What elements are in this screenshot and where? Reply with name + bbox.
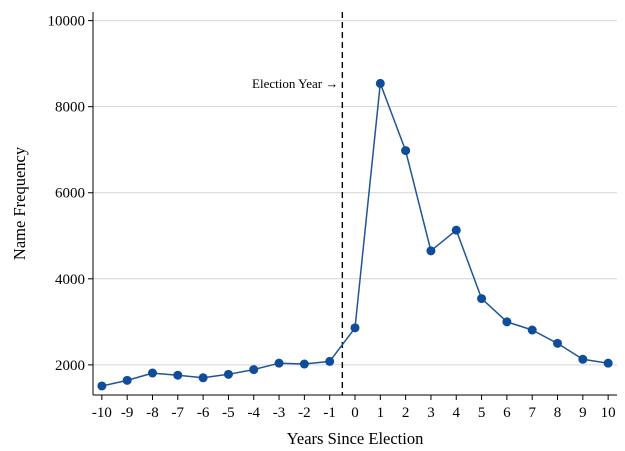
x-tick-label: -7 xyxy=(172,405,185,421)
data-point xyxy=(249,365,259,375)
x-tick-label: 1 xyxy=(377,405,385,421)
data-points xyxy=(97,78,613,391)
data-point xyxy=(375,78,385,88)
data-point xyxy=(350,323,360,333)
x-tick-label: -4 xyxy=(247,405,260,421)
data-point xyxy=(401,146,411,156)
data-point xyxy=(502,317,512,327)
y-tick-label: 8000 xyxy=(55,100,85,116)
x-tick-label: -10 xyxy=(92,405,112,421)
x-axis-label: Years Since Election xyxy=(287,429,424,448)
data-point xyxy=(223,369,233,379)
x-tick-label: -5 xyxy=(222,405,235,421)
x-tick-label: 0 xyxy=(351,405,359,421)
series-line-path xyxy=(101,82,609,387)
x-tick-label: -3 xyxy=(273,405,286,421)
data-point xyxy=(122,375,132,385)
data-point xyxy=(477,294,487,304)
x-tick-label: -9 xyxy=(121,405,134,421)
x-tick-label: 8 xyxy=(554,405,562,421)
y-axis-label: Name Frequency xyxy=(10,146,29,260)
data-point xyxy=(173,370,183,380)
x-tick-label: 4 xyxy=(453,405,461,421)
x-tick-label: -1 xyxy=(323,405,336,421)
x-tick-label: -2 xyxy=(298,405,311,421)
data-point xyxy=(426,246,436,256)
data-point xyxy=(147,368,157,378)
data-point xyxy=(274,358,284,368)
data-point xyxy=(527,325,537,335)
data-point xyxy=(578,354,588,364)
data-point xyxy=(198,373,208,383)
x-tick-labels: -10 -9 -8 -7 -6 -5 -4 -3 -2 -1 0 1 2 3 4 5 6 7 8 9 10 xyxy=(92,405,616,421)
y-tick-label: 2000 xyxy=(55,358,85,374)
x-tick-label: -6 xyxy=(197,405,210,421)
x-tick-label: 9 xyxy=(579,405,587,421)
data-point xyxy=(603,358,613,368)
data-point xyxy=(325,356,335,366)
axes xyxy=(88,12,617,400)
gridlines xyxy=(93,20,617,366)
x-tick-label: 10 xyxy=(601,405,616,421)
x-tick-label: -8 xyxy=(146,405,159,421)
series-line xyxy=(101,82,609,387)
election-year-annotation: Election Year → xyxy=(252,76,338,91)
data-point xyxy=(299,359,309,369)
x-tick-label: 6 xyxy=(503,405,511,421)
y-tick-labels: 2000 4000 6000 8000 10000 xyxy=(48,14,86,374)
y-tick-label: 10000 xyxy=(48,14,86,30)
data-point xyxy=(553,338,563,348)
x-tick-label: 2 xyxy=(402,405,410,421)
data-point xyxy=(451,225,461,235)
x-tick-label: 7 xyxy=(528,405,536,421)
data-point xyxy=(97,381,107,391)
x-tick-label: 5 xyxy=(478,405,486,421)
y-tick-label: 4000 xyxy=(55,272,85,288)
x-tick-label: 3 xyxy=(427,405,435,421)
y-tick-label: 6000 xyxy=(55,186,85,202)
